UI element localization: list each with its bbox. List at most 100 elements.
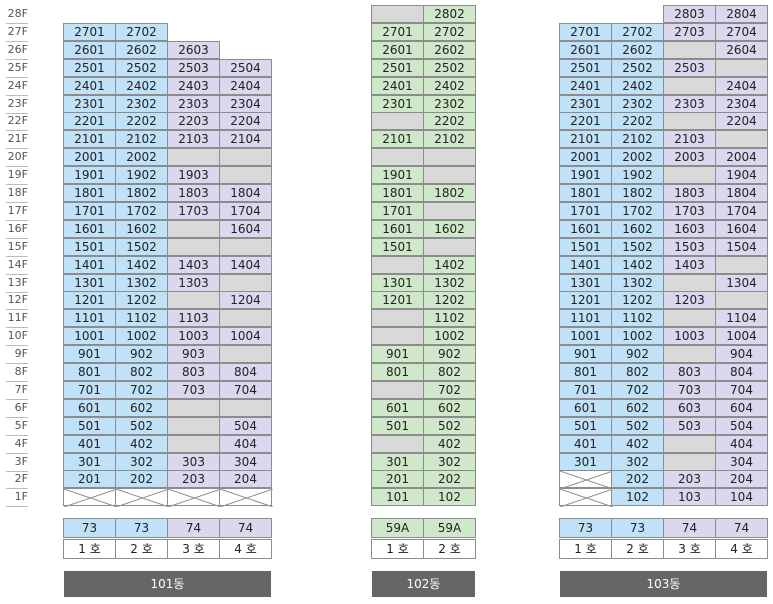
unit-cell[interactable]: 2403 (167, 76, 220, 95)
unit-cell[interactable]: 1101 (559, 309, 612, 328)
unit-cell[interactable]: 2401 (63, 76, 116, 95)
unit-cell[interactable]: 901 (559, 345, 612, 364)
unit-cell[interactable]: 1004 (715, 327, 768, 346)
unit-cell[interactable]: 1302 (423, 273, 476, 292)
unit-cell[interactable]: 804 (715, 363, 768, 381)
unit-cell[interactable]: 2501 (559, 58, 612, 77)
unit-cell[interactable]: 1902 (115, 166, 168, 185)
unit-cell[interactable]: 2603 (167, 40, 220, 59)
unit-cell[interactable]: 2601 (63, 40, 116, 59)
unit-cell[interactable]: 2002 (115, 148, 168, 167)
unit-cell[interactable]: 2201 (63, 112, 116, 131)
unit-cell[interactable]: 2303 (167, 94, 220, 113)
unit-cell[interactable]: 2304 (715, 94, 768, 113)
unit-cell[interactable]: 904 (715, 345, 768, 364)
unit-cell[interactable]: 701 (63, 380, 116, 399)
unit-cell[interactable]: 703 (663, 380, 716, 399)
unit-cell[interactable]: 2301 (371, 94, 424, 113)
unit-cell[interactable]: 601 (63, 398, 116, 417)
unit-cell[interactable]: 2602 (423, 40, 476, 59)
unit-cell[interactable]: 2503 (167, 58, 220, 77)
unit-cell[interactable]: 2602 (611, 40, 664, 59)
unit-cell[interactable]: 2404 (219, 76, 272, 95)
unit-cell[interactable]: 2701 (559, 22, 612, 41)
unit-cell[interactable]: 2304 (219, 94, 272, 113)
unit-cell[interactable]: 2302 (611, 94, 664, 113)
unit-cell[interactable]: 1601 (559, 219, 612, 238)
unit-cell[interactable]: 2702 (115, 22, 168, 41)
unit-cell[interactable]: 302 (611, 452, 664, 471)
unit-cell[interactable]: 2702 (423, 22, 476, 41)
unit-cell[interactable]: 2402 (115, 76, 168, 95)
unit-cell[interactable]: 1904 (715, 166, 768, 185)
unit-cell[interactable]: 1204 (219, 291, 272, 310)
unit-cell[interactable]: 1703 (663, 201, 716, 220)
unit-cell[interactable]: 401 (559, 434, 612, 453)
unit-cell[interactable]: 1501 (559, 237, 612, 256)
unit-cell[interactable]: 102 (611, 488, 664, 507)
unit-cell[interactable]: 1803 (663, 184, 716, 202)
unit-cell[interactable]: 2404 (715, 76, 768, 95)
unit-cell[interactable]: 601 (371, 398, 424, 417)
unit-cell[interactable]: 801 (371, 363, 424, 381)
unit-cell[interactable]: 201 (371, 470, 424, 489)
unit-cell[interactable]: 1802 (115, 184, 168, 202)
unit-cell[interactable]: 301 (63, 452, 116, 471)
unit-cell[interactable]: 2301 (559, 94, 612, 113)
unit-cell[interactable]: 1401 (559, 255, 612, 274)
unit-cell[interactable]: 1401 (63, 255, 116, 274)
unit-cell[interactable]: 1102 (423, 309, 476, 328)
unit-cell[interactable]: 1804 (219, 184, 272, 202)
unit-cell[interactable]: 1404 (219, 255, 272, 274)
unit-cell[interactable]: 1704 (219, 201, 272, 220)
unit-cell[interactable]: 1402 (115, 255, 168, 274)
unit-cell[interactable]: 103 (663, 488, 716, 507)
unit-cell[interactable]: 901 (371, 345, 424, 364)
unit-cell[interactable]: 502 (611, 416, 664, 435)
unit-cell[interactable]: 602 (115, 398, 168, 417)
unit-cell[interactable]: 2001 (559, 148, 612, 167)
unit-cell[interactable]: 902 (423, 345, 476, 364)
unit-cell[interactable]: 1701 (371, 201, 424, 220)
unit-cell[interactable]: 1202 (423, 291, 476, 310)
unit-cell[interactable]: 702 (611, 380, 664, 399)
unit-cell[interactable]: 402 (115, 434, 168, 453)
unit-cell[interactable]: 1602 (611, 219, 664, 238)
unit-cell[interactable]: 501 (559, 416, 612, 435)
unit-cell[interactable]: 1302 (611, 273, 664, 292)
unit-cell[interactable]: 401 (63, 434, 116, 453)
unit-cell[interactable]: 2501 (371, 58, 424, 77)
unit-cell[interactable]: 1901 (63, 166, 116, 185)
unit-cell[interactable]: 801 (559, 363, 612, 381)
unit-cell[interactable]: 1102 (611, 309, 664, 328)
unit-cell[interactable]: 1304 (715, 273, 768, 292)
unit-cell[interactable]: 2202 (115, 112, 168, 131)
unit-cell[interactable]: 902 (115, 345, 168, 364)
unit-cell[interactable]: 1504 (715, 237, 768, 256)
unit-cell[interactable]: 802 (423, 363, 476, 381)
unit-cell[interactable]: 302 (115, 452, 168, 471)
unit-cell[interactable]: 801 (63, 363, 116, 381)
unit-cell[interactable]: 703 (167, 380, 220, 399)
unit-cell[interactable]: 1301 (63, 273, 116, 292)
unit-cell[interactable]: 1601 (371, 219, 424, 238)
unit-cell[interactable]: 2102 (611, 130, 664, 149)
unit-cell[interactable]: 2502 (423, 58, 476, 77)
unit-cell[interactable]: 2104 (219, 130, 272, 149)
unit-cell[interactable]: 303 (167, 452, 220, 471)
unit-cell[interactable]: 201 (63, 470, 116, 489)
unit-cell[interactable]: 202 (115, 470, 168, 489)
unit-cell[interactable]: 604 (715, 398, 768, 417)
unit-cell[interactable]: 1301 (371, 273, 424, 292)
unit-cell[interactable]: 203 (663, 470, 716, 489)
unit-cell[interactable]: 402 (423, 434, 476, 453)
unit-cell[interactable]: 1202 (115, 291, 168, 310)
unit-cell[interactable]: 2202 (611, 112, 664, 131)
unit-cell[interactable]: 1501 (63, 237, 116, 256)
unit-cell[interactable]: 2302 (115, 94, 168, 113)
unit-cell[interactable]: 2402 (423, 76, 476, 95)
unit-cell[interactable]: 1101 (63, 309, 116, 328)
unit-cell[interactable]: 1901 (559, 166, 612, 185)
unit-cell[interactable]: 501 (371, 416, 424, 435)
unit-cell[interactable]: 2702 (611, 22, 664, 41)
